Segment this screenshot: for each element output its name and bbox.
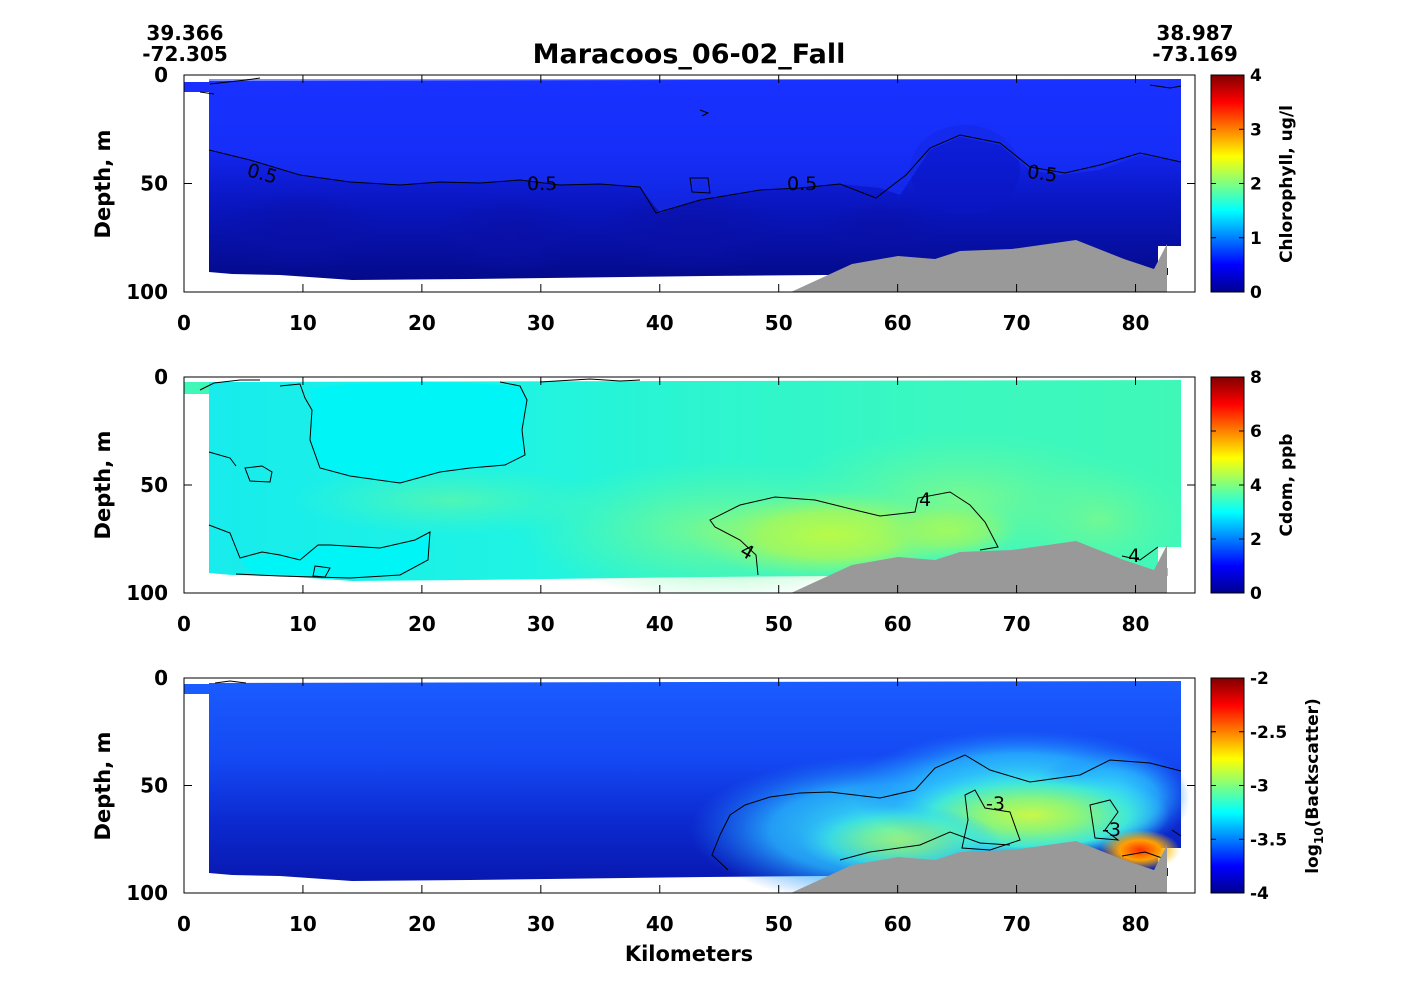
backscatter-panel: -3 -3 0 10 20 30 40 50 60 70 80 0 50 100 Depth, m -… [91, 666, 1326, 936]
backscatter-colorbar-label-sub: 10 [1312, 827, 1326, 844]
colorbar-tick-label: 3 [1250, 120, 1262, 140]
y-tick-label: 50 [140, 473, 168, 497]
colorbar-tick-label: -2 [1250, 669, 1269, 689]
cdom-ticks: 0 10 20 30 40 50 60 70 80 0 50 100 [126, 365, 1195, 636]
end-latitude: 38.987 [1156, 21, 1233, 45]
x-tick-label: 50 [765, 912, 793, 936]
cdom-seafloor [791, 541, 1167, 593]
end-longitude: -73.169 [1152, 42, 1237, 66]
backscatter-colorbar-label-log: log [1303, 844, 1323, 874]
x-tick-label: 20 [408, 612, 436, 636]
backscatter-contour-label: -3 [986, 793, 1005, 815]
x-tick-label: 10 [289, 311, 317, 335]
y-tick-label: 100 [126, 881, 168, 905]
cdom-field [184, 378, 1190, 593]
colorbar-tick-label: 2 [1250, 175, 1262, 195]
colorbar-tick-label: 6 [1250, 422, 1262, 442]
x-tick-label: 10 [289, 912, 317, 936]
x-axis-label: Kilometers [625, 942, 753, 966]
backscatter-colorbar [1210, 677, 1245, 894]
colorbar-tick-label: 0 [1250, 584, 1262, 604]
x-tick-label: 20 [408, 311, 436, 335]
backscatter-ticks: 0 10 20 30 40 50 60 70 80 0 50 100 [126, 666, 1195, 936]
y-tick-label: 100 [126, 581, 168, 605]
start-latitude: 39.366 [146, 21, 223, 45]
colorbar-tick-label: 0 [1250, 283, 1262, 303]
colorbar-tick-label: -3 [1250, 777, 1269, 797]
x-tick-label: 70 [1003, 912, 1031, 936]
x-tick-label: 20 [408, 912, 436, 936]
cdom-colorbar-label: Cdom, ppb [1277, 434, 1297, 537]
backscatter-field [184, 680, 1190, 893]
x-tick-label: 80 [1122, 912, 1150, 936]
backscatter-y-axis-label: Depth, m [91, 732, 115, 841]
x-tick-label: 80 [1122, 612, 1150, 636]
y-tick-label: 0 [154, 365, 168, 389]
y-tick-label: 100 [126, 280, 168, 304]
backscatter-seafloor [791, 841, 1167, 893]
backscatter-contour-label: -3 [1102, 819, 1121, 841]
colorbar-tick-label: -4 [1250, 884, 1269, 904]
y-tick-label: 50 [140, 774, 168, 798]
colorbar-tick-label: 4 [1250, 66, 1262, 86]
chlorophyll-contour-label: 0.5 [527, 173, 557, 195]
chlorophyll-field [184, 77, 1182, 280]
chlorophyll-seafloor [791, 240, 1167, 292]
cdom-contour-label: 4 [1128, 545, 1140, 567]
backscatter-colorbar-label-rest: (Backscatter) [1303, 698, 1323, 827]
colorbar-tick-label: -3.5 [1250, 830, 1287, 850]
backscatter-colorbar-label: log10(Backscatter) [1303, 698, 1326, 874]
chlorophyll-panel: 0.5 0.5 0.5 0.5 0 10 20 30 40 50 60 70 80050100 … [91, 63, 1297, 335]
chlorophyll-contour-label: 0.5 [787, 173, 817, 195]
chlorophyll-ticks: 0 10 20 30 40 50 60 70 80 0 50 100 [126, 63, 1195, 335]
colorbar-tick-label: 1 [1250, 229, 1262, 249]
cdom-colorbar-ticks: 0 2 4 6 8 [1211, 368, 1262, 604]
start-longitude: -72.305 [142, 42, 227, 66]
x-tick-label: 10 [289, 612, 317, 636]
x-tick-label: 50 [765, 311, 793, 335]
cdom-y-axis-label: Depth, m [91, 431, 115, 540]
backscatter-colorbar-ticks: -4 -3.5 -3 -2.5 -2 [1211, 669, 1287, 904]
colorbar-tick-label: 8 [1250, 368, 1262, 388]
x-tick-label: 80 [1122, 311, 1150, 335]
figure-title: Maracoos_06-02_Fall [533, 39, 846, 70]
x-tick-label: 60 [884, 311, 912, 335]
x-tick-label: 60 [884, 912, 912, 936]
colorbar-tick-label: -2.5 [1250, 723, 1287, 743]
cdom-colorbar [1210, 376, 1245, 594]
x-tick-label: 30 [527, 311, 555, 335]
cdom-contour-labels: 4 4 4 [736, 489, 1140, 567]
x-tick-label: 70 [1003, 311, 1031, 335]
x-tick-label: 60 [884, 612, 912, 636]
x-tick-label: 30 [527, 912, 555, 936]
chlorophyll-contour-label: 0.5 [1026, 161, 1059, 187]
chlorophyll-colorbar-ticks: 0 1 2 3 4 [1211, 66, 1262, 303]
x-tick-label: 30 [527, 612, 555, 636]
x-tick-label: 0 [177, 612, 191, 636]
x-tick-label: 50 [765, 612, 793, 636]
y-tick-label: 0 [154, 63, 168, 87]
y-tick-label: 0 [154, 666, 168, 690]
cdom-contour-label: 4 [919, 489, 931, 511]
colorbar-tick-label: 2 [1250, 530, 1262, 550]
x-tick-label: 0 [177, 912, 191, 936]
x-tick-label: 40 [646, 612, 674, 636]
backscatter-contour-labels: -3 -3 [986, 793, 1121, 841]
colorbar-tick-label: 4 [1250, 476, 1262, 496]
chlorophyll-colorbar-label: Chlorophyll, ug/l [1277, 105, 1297, 263]
x-tick-label: 40 [646, 311, 674, 335]
y-tick-label: 50 [140, 172, 168, 196]
x-tick-label: 40 [646, 912, 674, 936]
x-tick-label: 0 [177, 311, 191, 335]
x-tick-label: 70 [1003, 612, 1031, 636]
chlorophyll-y-axis-label: Depth, m [91, 130, 115, 239]
